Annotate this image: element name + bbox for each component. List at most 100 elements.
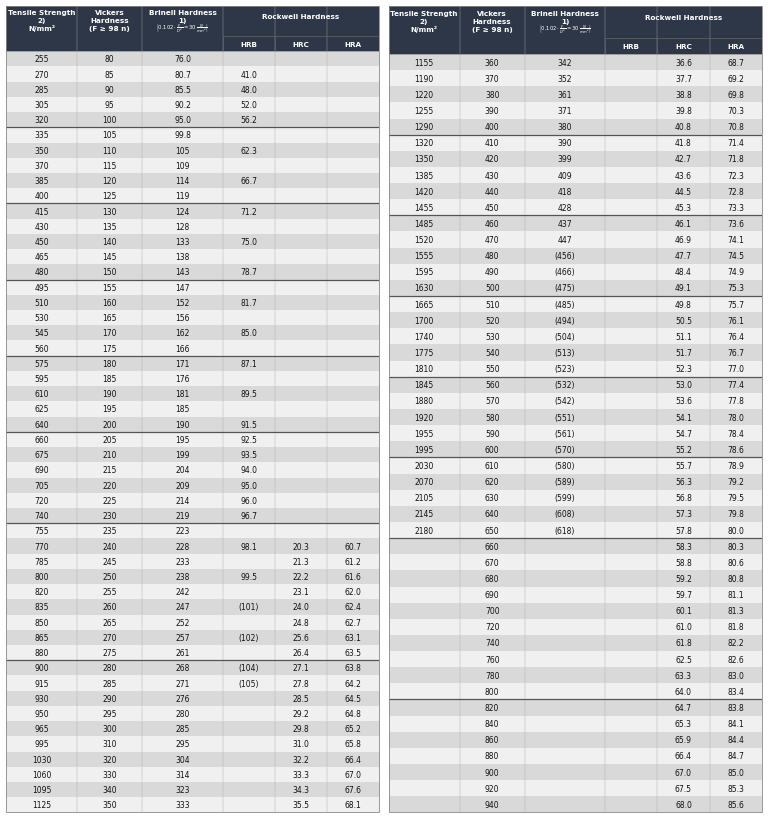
Bar [6, 645, 77, 660]
Bar [605, 426, 657, 441]
Bar [525, 393, 605, 410]
Bar [657, 490, 710, 506]
Text: 1155: 1155 [415, 58, 434, 67]
Text: 37.7: 37.7 [675, 75, 692, 84]
Bar [710, 233, 762, 248]
Bar [77, 83, 142, 97]
Bar [605, 265, 657, 281]
Bar [525, 345, 605, 361]
Bar [142, 493, 223, 509]
Text: 71.8: 71.8 [727, 155, 744, 164]
Text: 1740: 1740 [415, 333, 434, 342]
Bar [605, 764, 657, 781]
Bar [459, 135, 525, 152]
Text: 63.8: 63.8 [345, 663, 362, 672]
Text: 270: 270 [102, 633, 117, 642]
Text: 2): 2) [420, 19, 429, 25]
Bar [142, 387, 223, 402]
Text: 176: 176 [175, 374, 190, 383]
Bar [459, 684, 525, 699]
Bar [327, 129, 379, 143]
Text: 68.1: 68.1 [345, 800, 362, 809]
Text: 440: 440 [485, 188, 499, 197]
Bar [389, 410, 459, 426]
Bar [459, 248, 525, 265]
Bar [327, 387, 379, 402]
Bar [223, 539, 275, 554]
Bar [275, 143, 327, 159]
Bar [223, 174, 275, 189]
Bar [327, 569, 379, 585]
Bar [710, 748, 762, 764]
Bar [327, 645, 379, 660]
Text: 138: 138 [175, 253, 190, 262]
Bar [389, 233, 459, 248]
Text: 69.2: 69.2 [727, 75, 744, 84]
Bar [275, 265, 327, 280]
Text: 2145: 2145 [415, 509, 434, 518]
Bar [327, 509, 379, 523]
Text: 160: 160 [102, 299, 117, 308]
Text: 242: 242 [175, 587, 190, 596]
Text: 480: 480 [35, 268, 49, 277]
Bar [657, 732, 710, 748]
Bar [6, 417, 77, 432]
Bar [657, 619, 710, 636]
Text: 285: 285 [175, 724, 190, 733]
Bar [710, 441, 762, 458]
Text: 165: 165 [102, 314, 117, 323]
Bar [6, 478, 77, 493]
Bar [223, 296, 275, 310]
Bar [275, 523, 327, 539]
Bar [389, 651, 459, 667]
Bar [142, 310, 223, 326]
Bar [459, 361, 525, 378]
Bar [657, 329, 710, 345]
Bar [710, 426, 762, 441]
Text: 600: 600 [485, 446, 499, 455]
Bar [459, 233, 525, 248]
Bar [327, 493, 379, 509]
Bar [223, 569, 275, 585]
Text: Tensile Strength: Tensile Strength [8, 11, 75, 16]
Bar [6, 189, 77, 204]
Bar [389, 554, 459, 571]
Bar [459, 699, 525, 716]
Text: 800: 800 [485, 687, 499, 696]
Bar [389, 7, 459, 55]
Bar [657, 667, 710, 684]
Text: 915: 915 [35, 679, 49, 688]
Text: 235: 235 [102, 527, 117, 536]
Bar [77, 265, 142, 280]
Bar [657, 603, 710, 619]
Bar [657, 554, 710, 571]
Bar [657, 441, 710, 458]
Bar [6, 234, 77, 250]
Bar [142, 585, 223, 600]
Text: 280: 280 [175, 709, 190, 718]
Text: 40.8: 40.8 [675, 123, 692, 132]
Bar [657, 781, 710, 796]
Bar [389, 248, 459, 265]
Bar [142, 782, 223, 797]
Text: 64.5: 64.5 [345, 694, 362, 703]
Text: 145: 145 [102, 253, 117, 262]
Text: 63.3: 63.3 [675, 671, 692, 680]
Bar [389, 216, 459, 233]
Bar [327, 676, 379, 690]
Text: (101): (101) [239, 603, 259, 612]
Bar [142, 676, 223, 690]
Bar [710, 586, 762, 603]
Bar [77, 204, 142, 219]
Bar [389, 636, 459, 651]
Bar [657, 523, 710, 538]
Bar [142, 615, 223, 630]
Bar [142, 722, 223, 736]
Bar [223, 143, 275, 159]
Text: 35.5: 35.5 [293, 800, 310, 809]
Bar [142, 52, 223, 67]
Bar [275, 7, 327, 52]
Text: 304: 304 [175, 755, 190, 764]
Bar [223, 204, 275, 219]
Text: 90.2: 90.2 [174, 101, 191, 110]
